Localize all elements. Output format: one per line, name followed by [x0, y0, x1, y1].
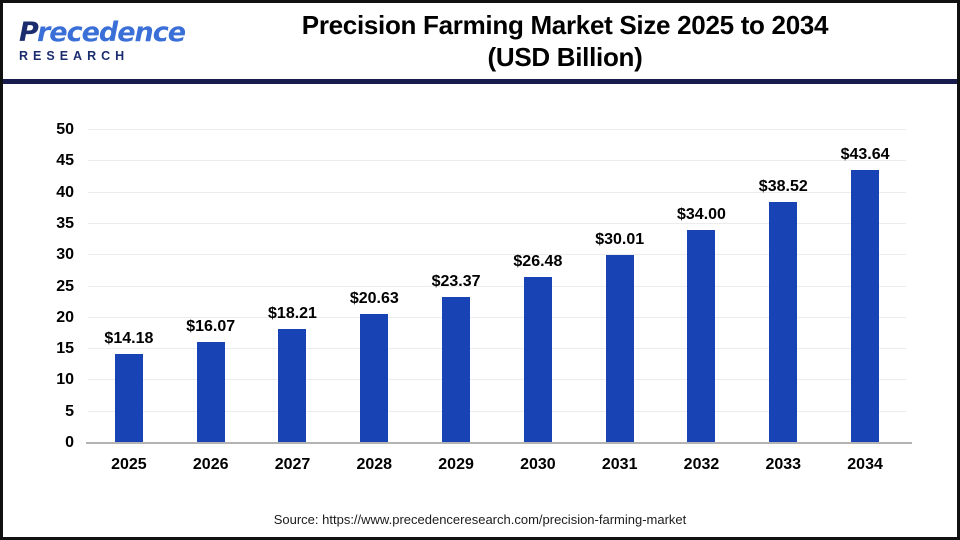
- y-axis-tick-label: 25: [56, 277, 74, 295]
- logo-subtitle: RESEARCH: [19, 49, 130, 64]
- bar-2025: [114, 354, 143, 443]
- y-axis-tick-label: 45: [56, 152, 74, 170]
- bar-column-2032: $34.00 2032: [661, 130, 743, 473]
- precedence-research-logo: Precedence RESEARCH: [3, 17, 186, 64]
- bar-2029: [442, 296, 471, 443]
- bar-column-2030: $26.48 2030: [497, 130, 579, 473]
- x-axis-line: [86, 442, 912, 444]
- bar-column-2029: $23.37 2029: [415, 130, 497, 473]
- gridline: [88, 222, 906, 224]
- bar-value-label: $16.07: [186, 318, 236, 336]
- bar-column-2028: $20.63 2028: [333, 130, 415, 473]
- gridline: [88, 129, 906, 130]
- chart-title-line1: Precision Farming Market Size 2025 to 20…: [301, 9, 829, 40]
- bar-chart-plot-area: 0 5 10 15 20 25 30 35 40 45 50 $14.18 2025 $16.07 202…: [56, 121, 912, 473]
- bar-value-label: $18.21: [268, 305, 317, 323]
- source-text: Source: https://www.precedenceresearch.c…: [273, 512, 687, 527]
- gridline: [88, 379, 906, 381]
- x-axis-label: 2029: [438, 456, 474, 473]
- bar-2033: [769, 201, 798, 443]
- y-axis-tick-label: 15: [56, 340, 74, 358]
- gridline: [88, 316, 906, 318]
- y-axis-tick-label: 10: [56, 371, 74, 389]
- bar-column-2033: $38.52 2033: [742, 130, 824, 473]
- gridline: [88, 254, 906, 256]
- bar-2032: [687, 230, 716, 443]
- x-axis-label: 2026: [192, 456, 229, 473]
- x-axis-label: 2032: [683, 456, 720, 473]
- y-axis-tick-label: 40: [56, 183, 74, 201]
- bar-value-label: $30.01: [595, 231, 645, 249]
- y-axis-tick-label: 35: [56, 214, 74, 232]
- gridline: [88, 285, 906, 287]
- bar-2027: [278, 329, 307, 443]
- bar-value-label: $14.18: [104, 330, 154, 348]
- x-axis-label: 2034: [847, 456, 883, 473]
- bar-2031: [605, 255, 634, 443]
- bar-column-2031: $30.01 2031: [579, 130, 661, 473]
- x-axis-label: 2030: [520, 456, 556, 473]
- y-axis-tick-label: 5: [65, 402, 74, 420]
- gridline: [88, 410, 906, 412]
- chart-title-line2: (USD Billion): [487, 42, 643, 72]
- bar-2028: [360, 313, 389, 443]
- bar-2034: [851, 169, 880, 443]
- y-axis-tick-label: 20: [56, 308, 74, 326]
- x-axis-label: 2028: [356, 456, 393, 473]
- x-axis-label: 2031: [601, 456, 638, 473]
- bar-value-label: $38.52: [758, 177, 808, 195]
- x-axis-label: 2025: [111, 456, 147, 473]
- chart-title: Precision Farming Market Size 2025 to 20…: [173, 9, 957, 74]
- bar-value-label: $26.48: [513, 253, 563, 271]
- y-axis-tick-label: 30: [56, 246, 74, 264]
- bar-column-2026: $16.07 2026: [170, 130, 252, 473]
- gridline: [88, 348, 906, 350]
- bar-value-label: $34.00: [677, 206, 726, 224]
- bar-value-label: $43.64: [840, 145, 890, 163]
- header: Precedence RESEARCH Precision Farming Ma…: [3, 3, 957, 84]
- y-axis-tick-label: 50: [56, 121, 74, 138]
- bar-column-2025: $14.18 2025: [88, 130, 170, 473]
- gridline: [88, 191, 906, 193]
- bar-2026: [196, 342, 225, 443]
- y-axis-tick-label: 0: [65, 434, 74, 451]
- gridline: [88, 160, 906, 162]
- logo-wordmark: Precedence: [19, 17, 186, 49]
- bar-2030: [523, 277, 552, 443]
- bar-column-2027: $18.21 2027: [252, 130, 334, 473]
- bar-series: $14.18 2025 $16.07 2026 $18.21 2027 $20.63 2028…: [88, 130, 906, 473]
- bar-column-2034: $43.64 2034: [824, 130, 906, 473]
- bar-value-label: $20.63: [349, 289, 399, 307]
- x-axis-label: 2033: [765, 456, 802, 473]
- bar-value-label: $23.37: [431, 272, 481, 290]
- x-axis-label: 2027: [274, 456, 311, 473]
